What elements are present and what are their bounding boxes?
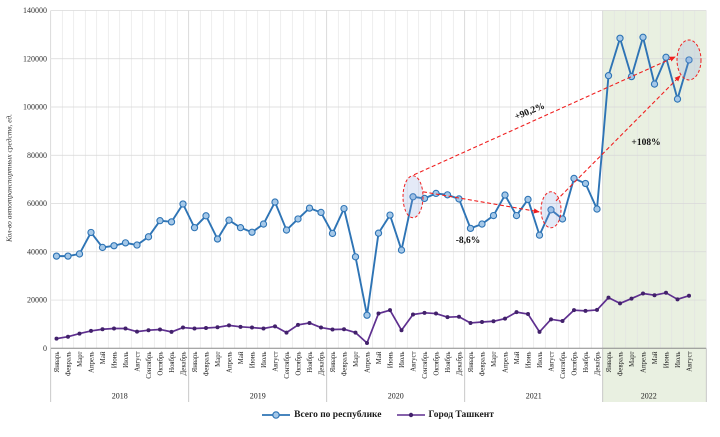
svg-text:140000: 140000 bbox=[23, 6, 47, 15]
legend-label-tashkent: Город Ташкент bbox=[428, 410, 494, 420]
svg-text:Ноябрь: Ноябрь bbox=[307, 352, 314, 373]
legend-marker-total-republic-icon bbox=[262, 411, 291, 419]
svg-text:Февраль: Февраль bbox=[479, 352, 486, 377]
svg-text:Март: Март bbox=[215, 351, 222, 366]
svg-text:Сентябрь: Сентябрь bbox=[146, 352, 153, 379]
annotation-arrow bbox=[413, 56, 676, 176]
svg-text:40000: 40000 bbox=[27, 247, 47, 256]
svg-text:Ноябрь: Ноябрь bbox=[445, 352, 452, 373]
svg-text:Январь: Январь bbox=[606, 352, 613, 373]
svg-text:Март: Март bbox=[629, 351, 636, 366]
svg-text:120000: 120000 bbox=[23, 54, 47, 63]
svg-text:Август: Август bbox=[272, 351, 279, 371]
svg-text:Сентябрь: Сентябрь bbox=[560, 352, 567, 379]
svg-text:Май: Май bbox=[376, 351, 383, 364]
svg-text:2021: 2021 bbox=[526, 392, 542, 401]
svg-text:2022: 2022 bbox=[641, 392, 657, 401]
svg-text:Июль: Июль bbox=[537, 352, 544, 368]
svg-text:2019: 2019 bbox=[250, 392, 266, 401]
y-axis-tick-labels: 0 20000 40000 60000 80000 100000 120000 140000 bbox=[23, 6, 47, 353]
annotation-label-decline-2020-2021: -8,6% bbox=[455, 236, 481, 246]
svg-text:Март: Март bbox=[77, 351, 84, 366]
svg-text:Январь: Январь bbox=[468, 352, 475, 373]
svg-text:Октябрь: Октябрь bbox=[571, 352, 578, 376]
svg-text:20000: 20000 bbox=[27, 296, 47, 305]
svg-text:Ноябрь: Ноябрь bbox=[583, 352, 590, 373]
svg-text:Июль: Июль bbox=[261, 352, 268, 368]
svg-text:Июль: Июль bbox=[123, 352, 130, 368]
annotation-arrow bbox=[422, 191, 540, 214]
gridlines bbox=[50, 10, 707, 349]
annotation-ellipse bbox=[402, 175, 424, 219]
svg-text:Июнь: Июнь bbox=[525, 352, 532, 369]
svg-text:Февраль: Февраль bbox=[341, 352, 348, 377]
x-axis-month-labels: Январь Февраль Март Апрель Май Июнь Июль Август… bbox=[54, 351, 694, 379]
svg-text:Апрель: Апрель bbox=[226, 352, 233, 373]
svg-text:Июнь: Июнь bbox=[249, 352, 256, 369]
svg-text:Апрель: Апрель bbox=[364, 352, 371, 373]
svg-text:Январь: Январь bbox=[330, 352, 337, 373]
svg-text:Сентябрь: Сентябрь bbox=[422, 352, 429, 379]
svg-text:Декабрь: Декабрь bbox=[594, 352, 601, 376]
annotation-ellipse bbox=[540, 191, 562, 229]
svg-text:Июнь: Июнь bbox=[387, 352, 394, 369]
svg-text:Февраль: Февраль bbox=[617, 352, 624, 377]
legend-item-total-republic: Всего по республике bbox=[262, 410, 382, 420]
svg-text:100000: 100000 bbox=[23, 103, 47, 112]
legend-item-tashkent: Город Ташкент bbox=[396, 410, 494, 420]
svg-text:Декабрь: Декабрь bbox=[318, 352, 325, 376]
x-axis-year-labels: 2018 2019 2020 2021 2022 bbox=[50, 348, 707, 402]
svg-text:Сентябрь: Сентябрь bbox=[284, 352, 291, 379]
annotation-label-growth-2021-2022: +108% bbox=[631, 138, 661, 148]
svg-text:Апрель: Апрель bbox=[88, 352, 95, 373]
svg-text:Май: Май bbox=[514, 351, 521, 364]
svg-text:Апрель: Апрель bbox=[502, 352, 509, 373]
legend-marker-tashkent-icon bbox=[396, 412, 425, 418]
svg-text:2018: 2018 bbox=[112, 392, 128, 401]
svg-text:Апрель: Апрель bbox=[640, 352, 647, 373]
svg-text:Май: Май bbox=[238, 351, 245, 364]
svg-text:Март: Март bbox=[353, 351, 360, 366]
y-axis-title: Кол-во автотранспортных средств, ед. bbox=[4, 113, 14, 243]
chart-legend: Всего по республике Город Ташкент bbox=[18, 410, 720, 420]
svg-text:Июль: Июль bbox=[675, 352, 682, 368]
svg-text:Февраль: Февраль bbox=[203, 352, 210, 377]
series-total-republic bbox=[52, 33, 693, 319]
svg-text:80000: 80000 bbox=[27, 151, 47, 160]
svg-text:Август: Август bbox=[134, 351, 141, 371]
svg-text:Июнь: Июнь bbox=[111, 352, 118, 369]
annotation-ellipse bbox=[676, 39, 702, 81]
svg-text:Май: Май bbox=[652, 351, 659, 364]
series-tashkent bbox=[54, 290, 691, 345]
svg-text:Июль: Июль bbox=[399, 352, 406, 368]
svg-text:Октябрь: Октябрь bbox=[295, 352, 302, 376]
svg-text:Ноябрь: Ноябрь bbox=[169, 352, 176, 373]
highlight-band-2022 bbox=[602, 10, 707, 402]
svg-text:Январь: Январь bbox=[54, 352, 61, 373]
svg-text:0: 0 bbox=[43, 344, 47, 353]
svg-text:Март: Март bbox=[491, 351, 498, 366]
svg-text:Декабрь: Декабрь bbox=[180, 352, 187, 376]
annotation-arrow bbox=[555, 75, 681, 202]
svg-text:Июнь: Июнь bbox=[663, 352, 670, 369]
legend-label-total-republic: Всего по республике bbox=[294, 410, 382, 420]
annotation-graphics bbox=[402, 39, 702, 229]
svg-text:Октябрь: Октябрь bbox=[157, 352, 164, 376]
svg-text:Февраль: Февраль bbox=[65, 352, 72, 377]
svg-text:Октябрь: Октябрь bbox=[433, 352, 440, 376]
svg-text:Декабрь: Декабрь bbox=[456, 352, 463, 376]
svg-text:Май: Май bbox=[100, 351, 107, 364]
svg-text:60000: 60000 bbox=[27, 199, 47, 208]
svg-text:Январь: Январь bbox=[192, 352, 199, 373]
svg-text:Август: Август bbox=[686, 351, 693, 371]
svg-text:2020: 2020 bbox=[388, 392, 404, 401]
svg-text:Август: Август bbox=[410, 351, 417, 371]
svg-text:Август: Август bbox=[548, 351, 555, 371]
